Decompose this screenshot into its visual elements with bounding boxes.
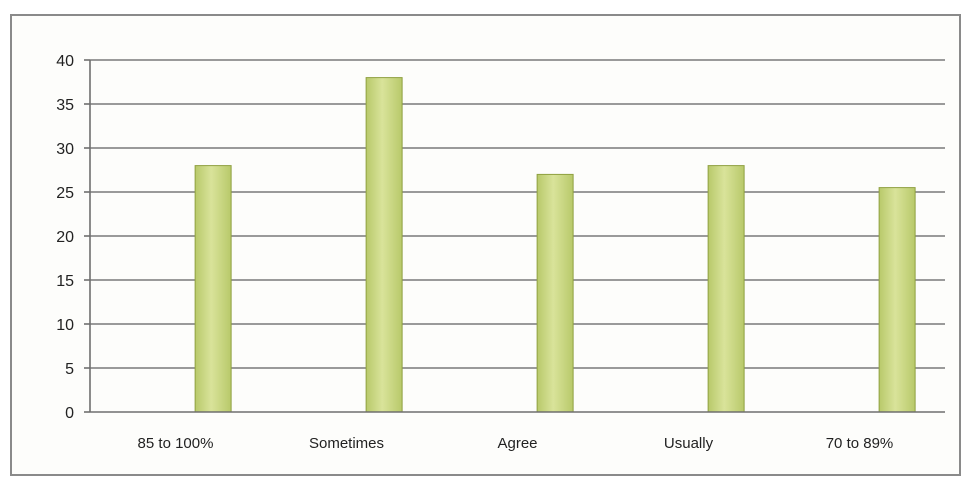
bar [878,187,916,413]
x-category-label: 70 to 89% [826,435,894,452]
y-tick-label: 10 [56,317,74,334]
bar [194,165,232,413]
y-tick-label: 0 [65,405,74,422]
bar [365,77,403,413]
bars [194,77,916,413]
y-tick-label: 30 [56,141,74,158]
bar [707,165,745,413]
x-axis-labels: 85 to 100% Sometimes Agree Usually 70 to 89% [138,435,894,452]
chart-frame [10,14,961,476]
bar [536,173,574,413]
y-axis-ticks: 0 5 10 15 20 25 30 35 40 [56,53,90,422]
x-category-label: Sometimes [309,435,384,452]
x-category-label: Usually [664,435,714,452]
y-tick-label: 5 [65,361,74,378]
y-tick-label: 35 [56,97,74,114]
y-tick-label: 20 [56,229,74,246]
y-tick-label: 40 [56,53,74,70]
x-category-label: Agree [497,435,537,452]
y-tick-label: 15 [56,273,74,290]
x-category-label: 85 to 100% [138,435,214,452]
y-tick-label: 25 [56,185,74,202]
gridlines [90,59,945,369]
